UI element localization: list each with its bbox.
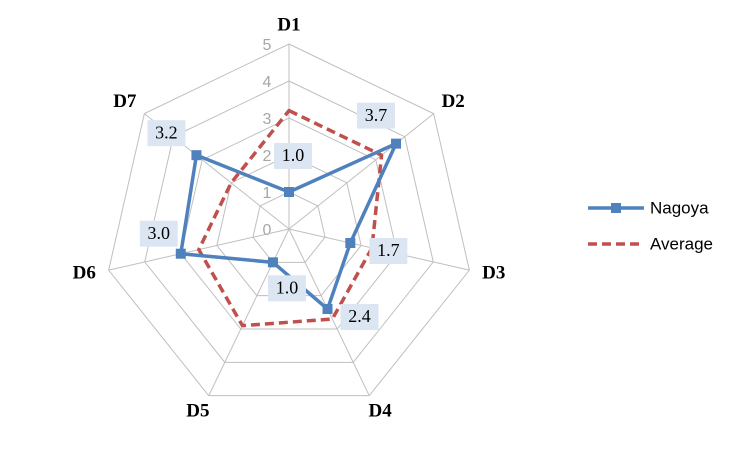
spoke <box>288 113 434 230</box>
r-tick-label: 5 <box>263 37 272 54</box>
data-label-box <box>274 143 312 169</box>
category-label: D6 <box>73 263 96 284</box>
category-label: D4 <box>368 400 392 421</box>
legend-label: Nagoya <box>650 198 709 217</box>
data-label: 3.7 <box>365 105 388 125</box>
r-tick-label: 3 <box>263 111 272 128</box>
legend-label: Average <box>650 234 713 253</box>
data-label-box <box>147 120 186 147</box>
marker <box>322 304 333 315</box>
data-label-box <box>357 102 396 129</box>
spoke <box>208 228 290 396</box>
data-label: 3.0 <box>148 223 171 243</box>
category-label: D2 <box>442 91 465 112</box>
r-tick-label: 1 <box>263 185 272 202</box>
marker <box>191 150 202 161</box>
r-tick-label: 4 <box>263 74 272 91</box>
marker <box>391 138 402 149</box>
marker <box>175 248 186 259</box>
grid-ring <box>108 43 470 397</box>
grid-ring <box>180 117 398 330</box>
data-label: 1.7 <box>377 240 400 260</box>
category-label: D7 <box>113 91 137 112</box>
data-label-box <box>139 220 178 247</box>
legend-marker <box>611 203 621 213</box>
data-label: 1.0 <box>276 277 299 297</box>
data-label-box <box>369 237 408 264</box>
data-label-box <box>340 304 379 331</box>
marker <box>345 237 356 248</box>
category-label: D5 <box>186 400 209 421</box>
series-line <box>197 108 384 328</box>
data-label: 2.4 <box>348 306 371 326</box>
data-label-box <box>267 275 306 302</box>
category-label: D1 <box>277 14 300 35</box>
marker <box>284 187 294 197</box>
grid-ring <box>252 191 326 263</box>
data-label: 1.0 <box>282 145 305 165</box>
r-tick-label: 0 <box>263 222 272 239</box>
grid-ring <box>144 80 434 363</box>
data-label: 3.2 <box>155 122 178 142</box>
category-label: D3 <box>482 263 505 284</box>
marker <box>267 257 278 268</box>
r-tick-label: 2 <box>263 148 272 165</box>
